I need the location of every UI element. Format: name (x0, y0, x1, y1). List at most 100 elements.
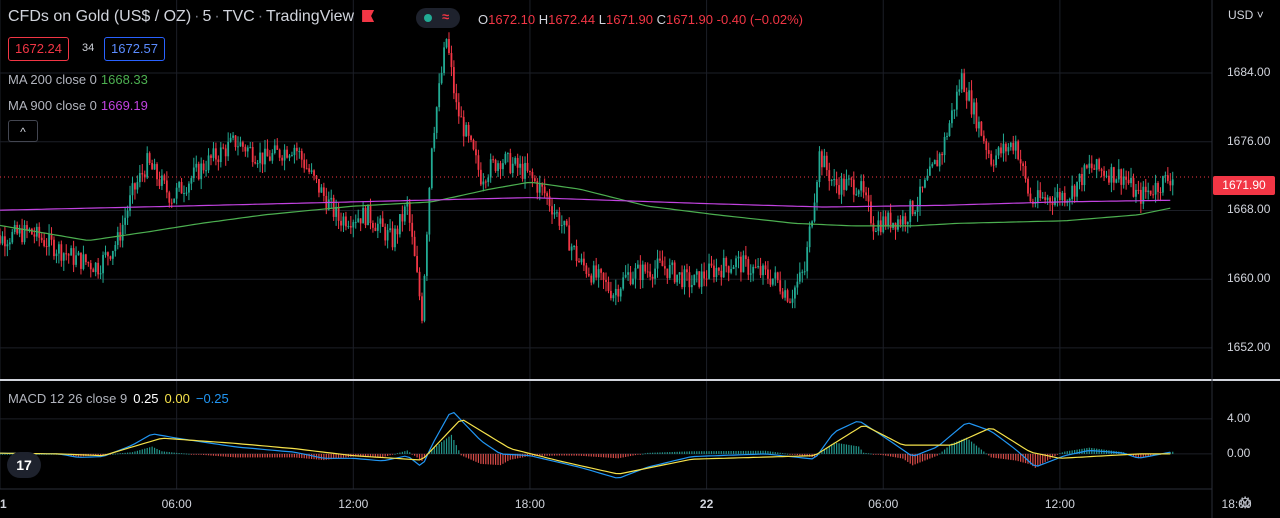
candle-body[interactable] (217, 159, 220, 163)
candle-body[interactable] (1036, 190, 1039, 204)
candle-body[interactable] (1103, 170, 1105, 176)
candle-body[interactable] (367, 204, 369, 226)
candle-body[interactable] (713, 265, 715, 278)
candle-body[interactable] (644, 264, 647, 272)
candle-body[interactable] (185, 192, 188, 194)
candle-body[interactable] (543, 186, 546, 194)
candle-body[interactable] (389, 228, 391, 231)
candle-body[interactable] (955, 91, 958, 110)
candle-body[interactable] (281, 157, 284, 161)
candle-body[interactable] (489, 159, 492, 178)
candle-body[interactable] (676, 274, 679, 283)
candle-body[interactable] (529, 170, 531, 172)
candle-body[interactable] (1012, 142, 1015, 151)
candle-body[interactable] (1041, 197, 1044, 199)
candle-body[interactable] (786, 290, 789, 302)
candle-body[interactable] (62, 253, 65, 261)
candle-body[interactable] (1137, 189, 1140, 191)
candle-body[interactable] (624, 274, 627, 278)
candle-body[interactable] (1054, 197, 1056, 205)
candle-body[interactable] (300, 151, 303, 160)
candle-body[interactable] (764, 265, 767, 270)
candle-body[interactable] (153, 164, 156, 170)
candle-body[interactable] (744, 255, 747, 259)
candle-body[interactable] (1076, 181, 1078, 197)
candle-body[interactable] (943, 136, 946, 156)
candle-body[interactable] (563, 220, 566, 226)
candle-body[interactable] (136, 182, 139, 190)
candle-body[interactable] (151, 163, 154, 170)
candle-body[interactable] (1068, 198, 1071, 201)
candle-body[interactable] (558, 212, 561, 226)
candle-body[interactable] (649, 271, 652, 277)
candle-body[interactable] (583, 258, 585, 266)
candle-body[interactable] (1115, 179, 1118, 183)
candle-body[interactable] (1157, 182, 1159, 192)
candle-body[interactable] (538, 183, 541, 193)
candle-body[interactable] (92, 269, 95, 273)
candle-body[interactable] (399, 214, 401, 235)
candle-body[interactable] (533, 178, 536, 182)
candle-body[interactable] (450, 53, 453, 68)
candle-body[interactable] (948, 123, 951, 137)
candle-body[interactable] (1051, 202, 1054, 205)
candle-body[interactable] (72, 248, 75, 265)
candle-body[interactable] (803, 271, 806, 273)
candle-body[interactable] (381, 218, 384, 227)
candle-body[interactable] (499, 163, 502, 170)
candle-body[interactable] (663, 266, 666, 269)
candle-body[interactable] (1081, 173, 1083, 186)
candle-body[interactable] (28, 228, 31, 231)
candle-body[interactable] (1024, 165, 1027, 179)
candle-body[interactable] (681, 272, 683, 288)
candle-body[interactable] (980, 121, 983, 136)
candle-body[interactable] (1044, 197, 1047, 200)
candle-body[interactable] (762, 265, 764, 276)
candle-body[interactable] (195, 163, 198, 168)
candle-body[interactable] (725, 257, 728, 267)
candle-body[interactable] (349, 226, 352, 228)
flag-icon[interactable] (362, 10, 375, 22)
candle-body[interactable] (801, 271, 804, 273)
candle-body[interactable] (192, 167, 195, 179)
candle-body[interactable] (850, 178, 853, 180)
candle-body[interactable] (845, 179, 848, 190)
candle-body[interactable] (143, 174, 146, 178)
candle-body[interactable] (784, 290, 787, 298)
candle-body[interactable] (156, 164, 158, 180)
candle-body[interactable] (70, 248, 73, 256)
candle-body[interactable] (102, 254, 104, 274)
candle-body[interactable] (455, 93, 458, 103)
candle-body[interactable] (840, 178, 843, 195)
candle-body[interactable] (94, 262, 97, 273)
candle-body[interactable] (457, 102, 460, 117)
candle-body[interactable] (1022, 163, 1024, 166)
candle-body[interactable] (791, 298, 794, 303)
candle-body[interactable] (165, 180, 168, 193)
candle-body[interactable] (232, 135, 234, 138)
candle-body[interactable] (870, 201, 872, 224)
candle-body[interactable] (180, 181, 183, 194)
candle-body[interactable] (305, 168, 308, 170)
candle-body[interactable] (84, 254, 87, 263)
collapse-legend-button[interactable]: ^ (8, 120, 38, 142)
candle-body[interactable] (6, 244, 9, 247)
candle-body[interactable] (418, 271, 421, 297)
candle-body[interactable] (114, 245, 117, 252)
candle-body[interactable] (55, 253, 58, 257)
candle-body[interactable] (661, 260, 664, 267)
candle-body[interactable] (833, 179, 836, 181)
candle-body[interactable] (641, 264, 644, 281)
candle-body[interactable] (651, 276, 654, 279)
candle-body[interactable] (519, 163, 522, 168)
candle-body[interactable] (968, 90, 971, 101)
candle-body[interactable] (504, 153, 507, 164)
candle-body[interactable] (1027, 178, 1029, 194)
candle-body[interactable] (241, 142, 244, 147)
candle-body[interactable] (8, 242, 11, 245)
candle-body[interactable] (452, 67, 455, 94)
candle-body[interactable] (1112, 167, 1115, 183)
candle-body[interactable] (565, 220, 568, 226)
candle-body[interactable] (77, 252, 80, 256)
candle-body[interactable] (467, 124, 470, 136)
